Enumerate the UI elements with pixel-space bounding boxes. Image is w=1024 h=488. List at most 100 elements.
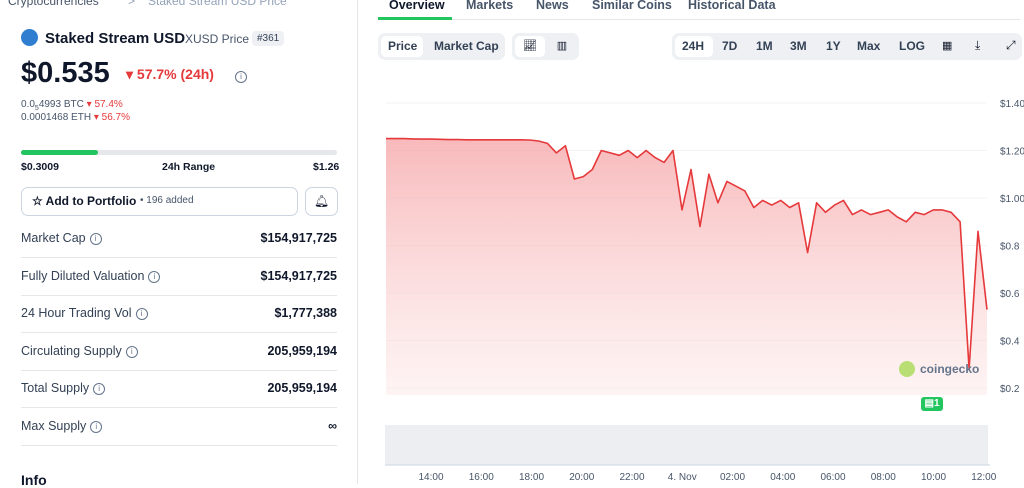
stat-row: Circulating Supply i 205,959,194 [21,333,337,371]
btc-sub: 5 [34,105,39,112]
divider [357,0,358,484]
volume-area [385,425,988,465]
tab-rule [378,19,1020,20]
toggle-button[interactable]: Price [388,39,418,53]
info-icon[interactable]: i [89,233,102,245]
y-tick-label: $0.8 [1000,242,1020,253]
watermark: coingecko [920,362,980,376]
alert-button[interactable]: 🔔︎ [305,187,338,216]
stat-label: 24 Hour Trading Vol i [21,306,148,320]
stat-value: 205,959,194 [267,343,337,358]
stat-value: $154,917,725 [260,231,337,245]
stat-row: Max Supply i ∞ [21,408,337,446]
x-tick-label: 22:00 [619,472,644,483]
info-icon[interactable]: i [93,383,106,395]
range-button[interactable]: Max [857,39,881,53]
range-group [672,33,1022,60]
price-line [386,137,988,370]
event-badge[interactable]: ▤1 [921,397,943,411]
x-tick-label: 08:00 [871,472,896,483]
x-tick-label: 04:00 [770,472,795,483]
info-icon[interactable]: i [135,308,148,320]
price: $0.535 [21,57,110,89]
price-change: ▾ 57.7% (24h) [126,66,214,82]
stat-row: 24 Hour Trading Vol i $1,777,388 [21,295,337,333]
x-tick-label: 20:00 [569,472,594,483]
rank: #361 [252,31,285,46]
coin-icon [21,29,38,46]
y-tick-label: $1.20 [1000,147,1024,158]
tab[interactable]: Historical Data [688,0,776,12]
stat-label: Fully Diluted Valuation i [21,268,161,283]
btc-rest: 4993 BTC [38,99,84,110]
tab[interactable]: Similar Coins [592,0,672,12]
btc-change: ▾ 57.4% [86,99,123,110]
expand-button[interactable]: ⤢ [1006,38,1016,52]
x-tick-label: 18:00 [519,472,544,483]
stat-value: $1,777,388 [274,306,337,320]
toggle-active [381,36,423,57]
range-button[interactable]: 1M [756,39,773,53]
range-button[interactable]: LOG [899,39,925,53]
x-tick-label: 10:00 [921,472,946,483]
stat-label-text: 24 Hour Trading Vol [21,306,132,320]
stat-label-text: Total Supply [21,381,90,395]
watermark-logo [899,361,915,377]
coin-symbol: XUSD Price [185,32,250,46]
btc-change-value: 57.4% [94,99,123,110]
btc-price: 0.054993 BTC ▾ 57.4% [21,99,123,112]
stat-label-text: Market Cap [21,231,86,245]
portfolio-added: • 196 added [140,195,194,206]
info-icon[interactable]: i [235,71,247,83]
stat-label: Total Supply i [21,381,106,395]
toggle-button[interactable]: Market Cap [434,39,499,53]
info-icon[interactable]: i [125,345,138,358]
x-tick-label: 06:00 [820,472,845,483]
eth-change: ▾ 56.7% [93,112,131,123]
coin-name: Staked Stream USD [45,30,186,47]
stat-row: Fully Diluted Valuation i $154,917,725 [21,258,337,296]
download-button[interactable]: ⤓ [975,38,981,52]
stat-row: Market Cap i $154,917,725 [21,220,337,258]
eth-value: 0.0001468 ETH [21,112,92,123]
portfolio-button[interactable]: ☆ Add to Portfolio • 196 added [21,187,298,216]
btc-prefix: 0.0 [21,99,35,110]
stat-label-text: Fully Diluted Valuation [21,268,145,283]
line-chart-button[interactable]: 📈︎ [515,36,545,57]
info-icon[interactable]: i [148,270,161,283]
calendar-button[interactable]: ▦ [942,40,953,52]
tab[interactable]: Markets [466,0,514,12]
range-button[interactable]: 24H [682,39,705,53]
info-icon[interactable]: i [90,420,103,433]
range-track [21,150,337,155]
y-tick-label: $0.2 [1000,384,1020,395]
active-tab-underline [378,17,452,20]
breadcrumb-sep: > [128,0,136,8]
breadcrumb[interactable]: Cryptocurrencies [8,0,99,8]
x-tick-label: 02:00 [720,472,745,483]
badge-count: 1 [933,398,940,409]
range-high: $1.26 [313,161,340,173]
tab[interactable]: Overview [389,0,445,12]
candle-chart-button[interactable]: ▥ [556,40,568,52]
eth-change-value: 56.7% [101,112,131,123]
x-tick-label: 4. Nov [668,472,697,483]
x-tick-label: 12:00 [971,472,996,483]
tab[interactable]: News [536,0,569,12]
range-button[interactable]: 7D [722,39,738,53]
stat-value: 205,959,194 [267,381,337,395]
y-tick-label: $1.40 [1000,99,1024,110]
range-fill [21,150,98,155]
y-tick-label: $1.00 [1000,194,1024,205]
stat-row: Total Supply i 205,959,194 [21,370,337,408]
breadcrumb[interactable]: Staked Stream USD Price [148,0,287,8]
y-tick-label: $0.6 [1000,289,1020,300]
stat-value: $154,917,725 [260,268,337,283]
stat-label: Max Supply i [21,418,103,433]
range-low: $0.3009 [21,161,59,173]
eth-price: 0.0001468 ETH ▾ 56.7% [21,112,130,123]
stat-label-text: Max Supply [21,418,87,433]
range-button[interactable]: 3M [790,39,807,53]
range-button[interactable]: 1Y [826,39,841,53]
